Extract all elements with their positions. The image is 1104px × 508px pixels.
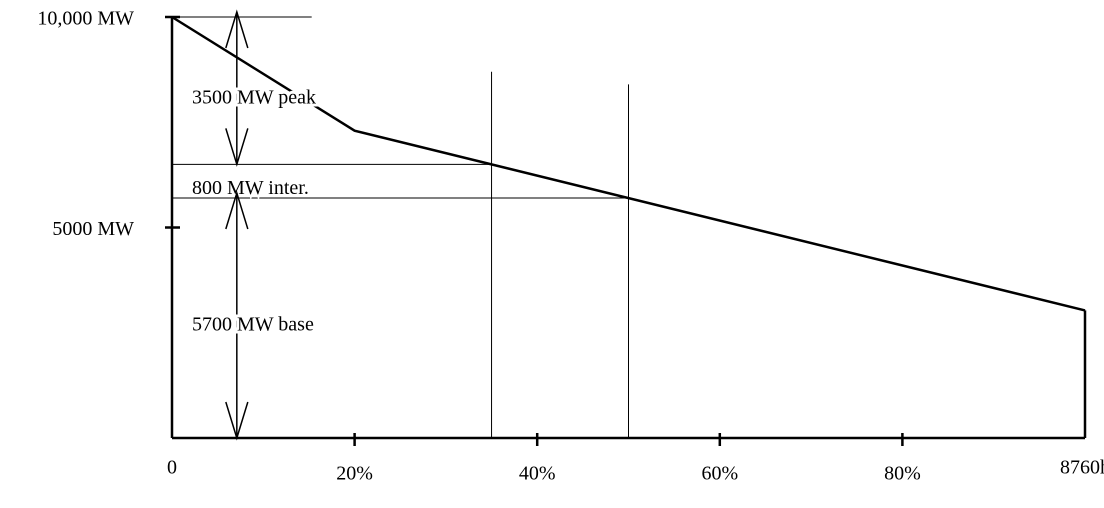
x-tick-label: 0	[167, 457, 177, 479]
arrow-head	[225, 128, 249, 167]
y-tick-label: 5000 MW	[52, 218, 134, 240]
x-tick-label: 80%	[884, 463, 921, 485]
load-curve	[171, 15, 1086, 312]
band-label: 5700 MW base	[192, 314, 314, 336]
x-tick-label: 8760h	[1060, 457, 1104, 479]
arrow-head	[225, 190, 249, 230]
arrow-head	[225, 9, 249, 49]
band-label: 800 MW inter.	[192, 177, 309, 199]
band-label: 3500 MW peak	[192, 86, 316, 108]
arrow-head	[225, 401, 249, 441]
x-tick-label: 20%	[336, 463, 373, 485]
x-tick-label: 60%	[701, 463, 738, 485]
x-tick-label: 40%	[519, 463, 556, 485]
y-tick-label: 10,000 MW	[37, 8, 134, 30]
